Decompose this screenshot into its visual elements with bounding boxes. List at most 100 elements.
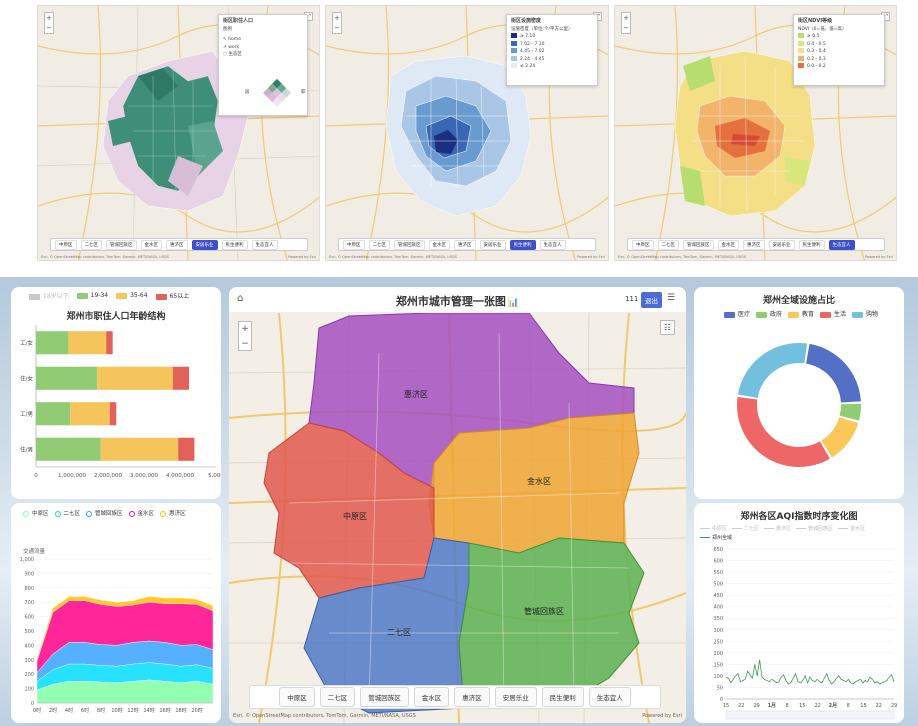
donut-legend-item[interactable]: 购物 — [852, 309, 878, 318]
home-icon[interactable]: ⌂ — [237, 293, 244, 304]
age-bar-segment[interactable] — [97, 366, 173, 390]
aqi-zoom-slider[interactable] — [725, 710, 895, 720]
map1-btn[interactable]: 二七区 — [80, 239, 102, 250]
district-button[interactable]: 中原区 — [279, 687, 315, 707]
age-bar-segment[interactable] — [36, 437, 101, 461]
age-bar-segment[interactable] — [36, 331, 69, 355]
age-bar-segment[interactable] — [100, 437, 179, 461]
age-bar-segment[interactable] — [109, 402, 117, 426]
aqi-legend-item[interactable]: 管城回族区 — [796, 525, 833, 534]
aqi-y-tick: 550 — [713, 570, 723, 576]
map2-btn[interactable]: 金水区 — [428, 239, 450, 250]
donut-slice[interactable] — [737, 396, 830, 467]
facility-donut-panel: 郑州全域设施占比 医疗 政府 教育 生活 购物 — [694, 287, 904, 499]
map2-btn[interactable]: 生态宜人 — [539, 239, 566, 250]
age-x-tick: 1,000,000 — [58, 473, 86, 479]
traffic-y-tick: 0 — [31, 701, 34, 707]
age-legend-item[interactable]: 65以上 — [155, 291, 189, 300]
district-button[interactable]: 安居乐业 — [494, 687, 537, 707]
age-bar-segment[interactable] — [106, 331, 113, 355]
donut-slice[interactable] — [737, 343, 808, 398]
map2-btn[interactable]: 管城回族区 — [394, 239, 425, 250]
map2-btn[interactable]: 二七区 — [368, 239, 390, 250]
map2-btn[interactable]: 中原区 — [343, 239, 365, 250]
traffic-x-tick: 8时 — [97, 707, 105, 714]
donut-legend-item[interactable]: 教育 — [788, 309, 814, 318]
map1-zoom-control[interactable]: + − — [44, 12, 54, 34]
district-button[interactable]: 民生便利 — [541, 687, 584, 707]
aqi-line-chart: 0 50 100 150 200 250 300 350 400 450 500 550 600 650 1… — [713, 547, 897, 720]
district-button[interactable]: 惠济区 — [454, 687, 490, 707]
map-facility-density[interactable]: +− ⤢ 街区设施密度 设施密度（单位:个/平方公里） ≥ 7.107.02 -… — [325, 5, 609, 261]
age-bar-segment[interactable] — [178, 437, 195, 461]
donut-slice[interactable] — [839, 403, 861, 421]
map3-btn[interactable]: 中原区 — [632, 239, 654, 250]
age-legend-item[interactable]: 35-64 — [116, 292, 148, 299]
map2-legend-item: 7.02 - 7.10 — [511, 40, 593, 49]
map3-btn[interactable]: 二七区 — [657, 239, 679, 250]
map1-btn[interactable]: 惠济区 — [166, 239, 188, 250]
traffic-legend-item[interactable]: 管城回族区 — [86, 509, 123, 517]
age-legend-item[interactable]: 18岁以下 — [29, 291, 69, 300]
map-ndvi[interactable]: + − ⤢ 街区NDVI等级 NDVI（0=低，值=高） ≥ 0.5 0.4 - 0… — [614, 5, 897, 261]
aqi-y-tick: 100 — [713, 674, 723, 680]
map3-btn[interactable]: 惠济区 — [743, 239, 765, 250]
traffic-x-tick: 12时 — [127, 707, 138, 714]
map1-btn[interactable]: 民生便利 — [221, 239, 248, 250]
aqi-legend-item[interactable]: 中原区 — [700, 525, 727, 534]
donut-legend-item[interactable]: 医疗 — [724, 309, 750, 318]
district-button[interactable]: 生态宜人 — [588, 687, 631, 707]
donut-legend-item[interactable]: 政府 — [756, 309, 782, 318]
district-button[interactable]: 二七区 — [319, 687, 356, 707]
map2-btn[interactable]: 安居乐业 — [479, 239, 506, 250]
aqi-legend-item[interactable]: 惠济区 — [764, 525, 791, 534]
donut-legend-item[interactable]: 生活 — [820, 309, 846, 318]
traffic-legend-item[interactable]: 惠济区 — [160, 509, 186, 517]
age-legend-item[interactable]: 19-34 — [76, 292, 108, 299]
age-chart-title: 郑州市职住人口年龄结构 — [66, 312, 166, 322]
menu-icon[interactable]: ☰ — [667, 293, 676, 303]
age-bar-segment[interactable] — [36, 366, 98, 390]
map3-btn-active[interactable]: 生态宜人 — [828, 239, 855, 250]
aqi-legend-item[interactable]: 郑州全域 — [700, 534, 732, 543]
district-button[interactable]: 管城回族区 — [360, 687, 409, 707]
donut-slice[interactable] — [821, 417, 859, 458]
map3-btn[interactable]: 管城回族区 — [683, 239, 714, 250]
age-x-tick: 0 — [34, 473, 38, 479]
main-district-buttons: 中原区 二七区 管城回族区 金水区 惠济区 安居乐业 民生便利 生态宜人 — [249, 685, 661, 709]
traffic-legend-item[interactable]: 金水区 — [128, 509, 154, 517]
map1-legend-title: 街区职住人口 — [223, 18, 254, 24]
map1-btn-active[interactable]: 安居乐业 — [191, 239, 218, 250]
map3-zoom-control[interactable]: + − — [621, 12, 631, 34]
age-bar-segment[interactable] — [36, 402, 71, 426]
map3-btn[interactable]: 金水区 — [717, 239, 739, 250]
traffic-legend-item[interactable]: 中原区 — [23, 509, 49, 517]
traffic-legend-item[interactable]: 二七区 — [54, 509, 80, 517]
map3-btn[interactable]: 民生便利 — [798, 239, 825, 250]
map-population[interactable]: + − ⤢ 街区职住人口 图例 ↖ home ↗ work ◌ 生态区 居 职 中… — [37, 5, 320, 261]
map1-btn[interactable]: 管城回族区 — [106, 239, 137, 250]
map2-btn[interactable]: 惠济区 — [454, 239, 476, 250]
map2-btn-active[interactable]: 民生便利 — [509, 239, 536, 250]
legend-swatch — [798, 48, 804, 53]
logout-button[interactable]: 退出 — [641, 292, 662, 308]
map3-legend-sub: NDVI（0=低，值=高） — [798, 26, 847, 32]
map1-btn[interactable]: 中原区 — [55, 239, 77, 250]
age-bar-segment[interactable] — [70, 402, 110, 426]
age-bar-segment[interactable] — [172, 366, 189, 390]
district-button[interactable]: 金水区 — [413, 687, 450, 707]
map1-btn[interactable]: 金水区 — [140, 239, 162, 250]
donut-slice[interactable] — [806, 343, 861, 403]
map2-attribution: Esri, © OpenStreetMap contributors, TomT… — [329, 255, 457, 259]
counter-text: 111 — [625, 295, 639, 303]
aqi-line-series[interactable] — [725, 659, 895, 685]
map3-btn[interactable]: 安居乐业 — [768, 239, 795, 250]
map2-zoom-control[interactable]: + − — [332, 12, 342, 34]
traffic-area-series[interactable] — [36, 679, 214, 704]
aqi-legend-item[interactable]: 金水区 — [838, 525, 865, 534]
map1-btn[interactable]: 生态宜人 — [251, 239, 278, 250]
age-bar-segment[interactable] — [68, 331, 107, 355]
aqi-legend-item[interactable]: 二七区 — [732, 525, 759, 534]
layer-list-icon[interactable]: ☷ — [660, 320, 675, 335]
main-zoom-control[interactable]: + − — [238, 321, 252, 351]
